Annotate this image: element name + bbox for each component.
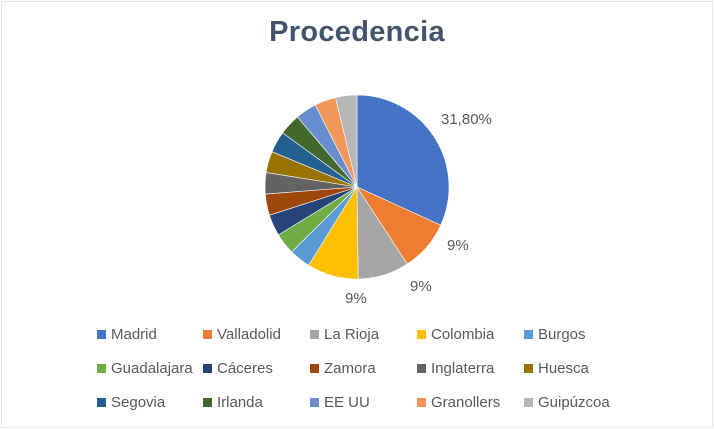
- legend-item: Guipúzcoa: [524, 394, 610, 411]
- legend-swatch-icon: [417, 364, 426, 373]
- legend-item: Huesca: [524, 360, 589, 377]
- legend-item: Burgos: [524, 326, 586, 343]
- legend-item: Irlanda: [203, 394, 263, 411]
- legend-swatch-icon: [310, 330, 319, 339]
- legend-swatch-icon: [203, 330, 212, 339]
- legend-swatch-icon: [203, 364, 212, 373]
- legend-swatch-icon: [417, 330, 426, 339]
- legend-item: La Rioja: [310, 326, 379, 343]
- legend-item: Cáceres: [203, 360, 273, 377]
- data-label-madrid: 31,80%: [441, 111, 492, 128]
- legend-swatch-icon: [524, 330, 533, 339]
- pie-slice-madrid: [356, 94, 450, 226]
- legend-swatch-icon: [310, 364, 319, 373]
- legend-swatch-icon: [310, 398, 319, 407]
- legend-swatch-icon: [97, 330, 106, 339]
- legend-item: EE UU: [310, 394, 370, 411]
- legend-item: Zamora: [310, 360, 376, 377]
- legend-swatch-icon: [417, 398, 426, 407]
- legend-item: Colombia: [417, 326, 494, 343]
- data-label-valladolid: 9%: [447, 237, 469, 254]
- legend-swatch-icon: [524, 398, 533, 407]
- legend-swatch-icon: [524, 364, 533, 373]
- legend-item: Segovia: [97, 394, 165, 411]
- chart-title: Procedencia: [269, 16, 445, 48]
- legend-swatch-icon: [203, 398, 212, 407]
- legend-item: Madrid: [97, 326, 157, 343]
- pie-slice-guipúzcoa: [335, 94, 358, 188]
- legend-swatch-icon: [97, 398, 106, 407]
- legend-swatch-icon: [97, 364, 106, 373]
- legend-item: Guadalajara: [97, 360, 193, 377]
- legend-item: Granollers: [417, 394, 500, 411]
- legend-item: Inglaterra: [417, 360, 494, 377]
- legend-item: Valladolid: [203, 326, 281, 343]
- data-label-la-rioja: 9%: [410, 278, 432, 295]
- data-label-colombia: 9%: [345, 290, 367, 307]
